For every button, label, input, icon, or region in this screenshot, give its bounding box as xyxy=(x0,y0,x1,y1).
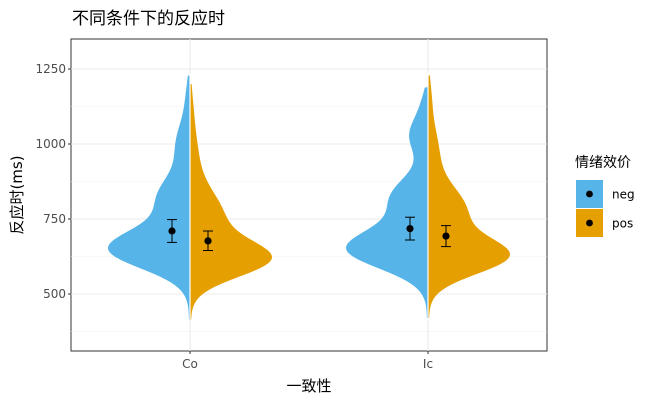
y-tick-label: 750 xyxy=(43,212,66,226)
legend-title: 情绪效价 xyxy=(575,155,631,171)
legend-key-point xyxy=(586,190,593,198)
y-tick-label: 1000 xyxy=(35,137,66,151)
plot-panel xyxy=(70,38,548,352)
violin-neg-ic xyxy=(346,87,428,318)
error-bars xyxy=(167,216,451,251)
x-axis: Co Ic xyxy=(182,351,433,371)
x-axis-title: 一致性 xyxy=(286,377,331,395)
legend: 情绪效价 neg pos xyxy=(575,155,635,237)
mean-point-pos-ic xyxy=(442,232,450,240)
violin-pos-ic xyxy=(428,75,510,318)
mean-point-neg-co xyxy=(168,227,176,235)
y-tick-label: 1250 xyxy=(35,62,66,76)
violin-neg-co xyxy=(108,75,190,320)
chart-title: 不同条件下的反应时 xyxy=(72,9,225,29)
violins xyxy=(108,73,510,320)
mean-point-neg-ic xyxy=(406,225,414,233)
y-axis-title: 反应时(ms) xyxy=(8,155,26,234)
violin-pos-co xyxy=(190,84,272,320)
x-tick-label: Ic xyxy=(423,357,433,371)
y-tick-label: 500 xyxy=(43,287,66,301)
x-tick-label: Co xyxy=(182,357,198,371)
legend-label-pos: pos xyxy=(612,217,633,231)
legend-label-neg: neg xyxy=(612,188,635,202)
mean-point-pos-co xyxy=(204,237,212,245)
legend-key-point xyxy=(586,219,593,227)
y-axis: 500 750 1000 1250 xyxy=(35,62,71,301)
